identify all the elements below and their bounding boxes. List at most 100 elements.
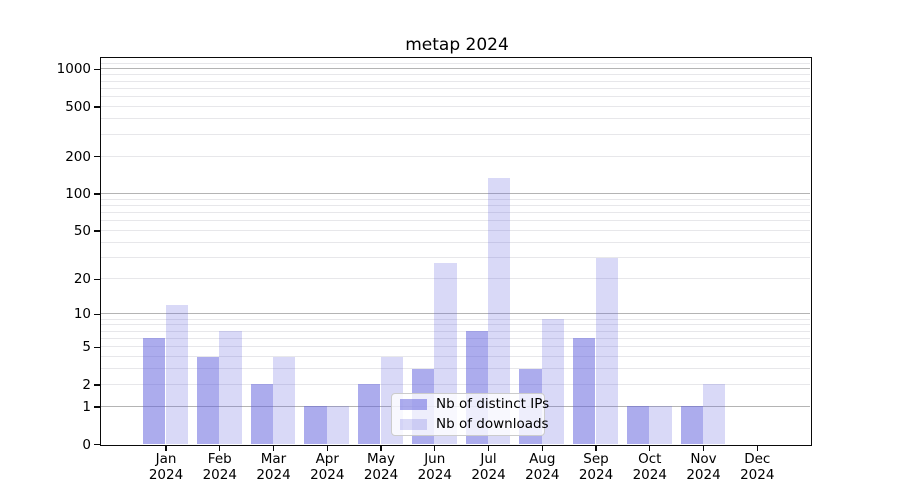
bar-sep-distinct-ips bbox=[573, 338, 596, 444]
gridline-600 bbox=[100, 96, 810, 98]
bar-oct-downloads bbox=[649, 406, 672, 444]
x-tick-label-jun: Jun 2024 bbox=[417, 451, 452, 483]
y-tick-0 bbox=[94, 443, 100, 446]
bar-feb-distinct-ips bbox=[196, 356, 220, 444]
bar-jan-distinct-ips bbox=[143, 338, 166, 444]
x-tick-aug bbox=[541, 446, 543, 451]
legend-entry-distinct-ips: Nb of distinct IPs bbox=[400, 397, 549, 412]
legend-label-downloads: Nb of downloads bbox=[436, 416, 549, 432]
x-tick-label-jul: Jul 2024 bbox=[471, 451, 506, 483]
y-tick-20 bbox=[94, 278, 100, 280]
x-tick-nov bbox=[702, 446, 705, 451]
y-tick-50 bbox=[94, 230, 100, 232]
y-tick-10 bbox=[94, 313, 100, 316]
y-tick-1000 bbox=[94, 68, 100, 71]
bar-apr-downloads bbox=[326, 406, 350, 444]
gridline-30 bbox=[100, 257, 810, 259]
gridline-10 bbox=[100, 313, 810, 315]
gridline-90 bbox=[100, 198, 810, 200]
y-tick-500 bbox=[94, 106, 100, 108]
gridline-2 bbox=[100, 383, 810, 385]
gridline-1000 bbox=[100, 68, 810, 70]
gridline-7 bbox=[100, 330, 810, 332]
bar-jul-downloads bbox=[488, 178, 511, 444]
x-tick-dec bbox=[756, 446, 758, 451]
legend: Nb of distinct IPs Nb of downloads bbox=[391, 393, 549, 436]
bar-aug-downloads bbox=[541, 319, 565, 444]
x-tick-jul bbox=[487, 446, 490, 451]
y-tick-label-50: 50 bbox=[73, 223, 91, 240]
legend-swatch-distinct-ips bbox=[400, 399, 427, 410]
bar-nov-distinct-ips bbox=[680, 406, 703, 444]
y-tick-label-1: 1 bbox=[82, 398, 91, 415]
x-tick-sep bbox=[595, 446, 597, 451]
bar-mar-distinct-ips bbox=[250, 384, 273, 444]
y-tick-label-20: 20 bbox=[73, 271, 91, 288]
gridline-400 bbox=[100, 118, 810, 120]
bar-apr-distinct-ips bbox=[304, 406, 327, 444]
gridline-20 bbox=[100, 278, 810, 280]
y-tick-label-0: 0 bbox=[82, 436, 91, 453]
x-tick-label-aug: Aug 2024 bbox=[525, 451, 560, 483]
bar-feb-downloads bbox=[219, 331, 242, 444]
bar-oct-distinct-ips bbox=[626, 406, 650, 444]
x-tick-oct bbox=[649, 446, 651, 451]
x-tick-jan bbox=[165, 446, 167, 451]
x-tick-label-sep: Sep 2024 bbox=[578, 451, 614, 483]
bar-mar-downloads bbox=[273, 356, 296, 444]
y-tick-1 bbox=[94, 406, 100, 408]
y-tick-label-500: 500 bbox=[65, 99, 91, 116]
gridline-3 bbox=[100, 368, 810, 370]
y-tick-label-2: 2 bbox=[82, 376, 91, 393]
x-tick-label-may: May 2024 bbox=[363, 451, 399, 483]
x-tick-may bbox=[380, 446, 382, 451]
x-tick-label-apr: Apr 2024 bbox=[310, 451, 345, 483]
bar-sep-downloads bbox=[595, 257, 618, 444]
gridline-5 bbox=[100, 346, 810, 348]
gridline-500 bbox=[100, 106, 810, 108]
gridline-1100 bbox=[100, 63, 810, 65]
y-tick-label-5: 5 bbox=[82, 339, 91, 356]
legend-entry-downloads: Nb of downloads bbox=[400, 417, 549, 432]
bar-nov-downloads bbox=[703, 384, 726, 444]
x-tick-mar bbox=[272, 446, 275, 451]
plot-canvas bbox=[100, 58, 810, 444]
x-tick-label-nov: Nov 2024 bbox=[686, 451, 721, 483]
x-tick-label-jan: Jan 2024 bbox=[148, 451, 184, 483]
legend-label-distinct-ips: Nb of distinct IPs bbox=[436, 396, 550, 412]
gridline-700 bbox=[100, 87, 810, 89]
gridline-60 bbox=[100, 220, 810, 222]
y-tick-2 bbox=[94, 384, 100, 386]
bar-may-distinct-ips bbox=[358, 384, 381, 444]
x-tick-jun bbox=[434, 446, 436, 451]
gridline-900 bbox=[100, 74, 810, 76]
gridline-6 bbox=[100, 337, 810, 339]
gridline-800 bbox=[100, 80, 810, 82]
chart-title: metap 2024 bbox=[405, 35, 509, 55]
x-tick-feb bbox=[219, 446, 221, 451]
gridline-40 bbox=[100, 241, 810, 243]
y-tick-100 bbox=[94, 193, 100, 195]
x-tick-apr bbox=[326, 446, 328, 451]
gridline-50 bbox=[100, 230, 810, 232]
y-tick-5 bbox=[94, 346, 100, 348]
y-tick-label-1000: 1000 bbox=[56, 61, 91, 78]
y-tick-label-200: 200 bbox=[65, 148, 91, 165]
x-tick-label-feb: Feb 2024 bbox=[202, 451, 237, 483]
plot-area bbox=[99, 57, 812, 446]
x-tick-label-mar: Mar 2024 bbox=[256, 451, 291, 483]
gridline-200 bbox=[100, 155, 810, 157]
gridline-8 bbox=[100, 324, 810, 326]
y-tick-label-100: 100 bbox=[65, 185, 91, 202]
gridline-9 bbox=[100, 318, 810, 320]
bar-jan-downloads bbox=[165, 304, 188, 444]
y-tick-200 bbox=[94, 155, 100, 158]
gridline-100 bbox=[100, 192, 810, 194]
gridline-70 bbox=[100, 212, 810, 214]
gridline-300 bbox=[100, 133, 810, 135]
gridline-4 bbox=[100, 356, 810, 358]
x-tick-label-dec: Dec 2024 bbox=[740, 451, 775, 483]
gridline-80 bbox=[100, 204, 810, 206]
x-tick-label-oct: Oct 2024 bbox=[632, 451, 667, 483]
